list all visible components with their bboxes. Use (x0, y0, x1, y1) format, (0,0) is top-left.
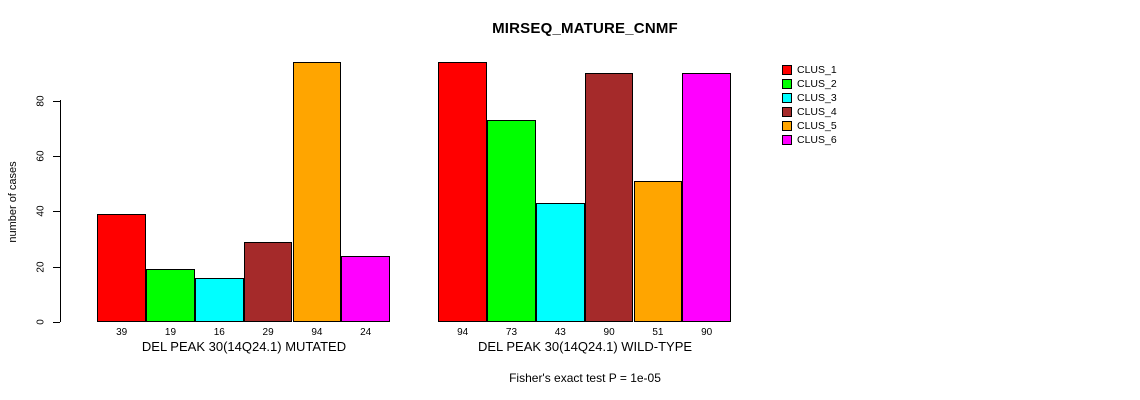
bar-clus_6 (341, 255, 391, 322)
bar-clus_5 (633, 180, 683, 322)
bar-value-label: 39 (116, 327, 128, 338)
bar-clus_1 (438, 61, 488, 322)
legend-swatch-icon (782, 107, 792, 117)
y-axis (60, 100, 61, 322)
legend-swatch-icon (782, 93, 792, 103)
legend-item-label: CLUS_5 (797, 120, 837, 132)
bar-value-label: 73 (505, 327, 518, 338)
bar-clus_3 (194, 277, 244, 322)
legend-item-label: CLUS_2 (797, 78, 837, 90)
legend-swatch-icon (782, 135, 792, 145)
y-tick-mark (53, 156, 60, 158)
bar-clus_2 (487, 120, 536, 322)
fisher-test-annotation: Fisher's exact test P = 1e-05 (509, 371, 661, 385)
bar-value-label: 29 (262, 327, 274, 338)
bar-clus_2 (146, 269, 195, 322)
bar-value-label: 43 (554, 327, 566, 338)
legend-item-label: CLUS_4 (797, 106, 837, 118)
legend-item-label: CLUS_6 (797, 134, 837, 146)
bar-clus_6 (682, 73, 732, 322)
legend-item-label: CLUS_1 (797, 64, 837, 76)
y-tick-mark (53, 322, 60, 323)
y-tick-label: 0 (35, 319, 47, 325)
bar-value-label: 51 (652, 327, 664, 338)
y-tick-label: 40 (35, 205, 47, 217)
legend-swatch-icon (782, 65, 792, 75)
legend-item: CLUS_2 (782, 77, 837, 91)
bar-value-label: 19 (164, 327, 177, 338)
bar-clus_4 (584, 73, 634, 322)
bar-value-label: 90 (603, 327, 615, 338)
legend-swatch-icon (782, 121, 792, 131)
legend-item: CLUS_6 (782, 133, 837, 147)
legend-item: CLUS_1 (782, 63, 837, 77)
legend-swatch-icon (782, 79, 792, 89)
bar-value-label: 24 (360, 327, 372, 338)
bar-clus_4 (243, 241, 293, 322)
legend-item: CLUS_3 (782, 91, 837, 105)
y-tick-label: 80 (35, 95, 47, 107)
bar-clus_5 (292, 61, 342, 322)
bar-value-label: 94 (311, 327, 323, 338)
legend-item: CLUS_4 (782, 105, 837, 119)
bar-value-label: 94 (457, 327, 469, 338)
bar-value-label: 90 (701, 327, 713, 338)
bar-clus_1 (97, 214, 147, 322)
y-axis-label: number of cases (7, 161, 19, 243)
bar-clus_3 (535, 203, 585, 322)
legend-item-label: CLUS_3 (797, 92, 837, 104)
chart-title: MIRSEQ_MATURE_CNMF (492, 20, 678, 37)
legend: CLUS_1 CLUS_2 CLUS_3 CLUS_4 CLUS_5 CLUS_6 (782, 63, 837, 147)
bar-value-label: 16 (213, 327, 225, 338)
y-tick-label: 60 (35, 150, 47, 162)
x-axis-label-mutated: DEL PEAK 30(14Q24.1) MUTATED (141, 339, 347, 354)
y-tick-label: 20 (35, 261, 47, 273)
y-tick-mark (53, 100, 60, 102)
y-tick-mark (53, 266, 60, 268)
legend-item: CLUS_5 (782, 119, 837, 133)
x-axis-label-wildtype: DEL PEAK 30(14Q24.1) WILD-TYPE (477, 339, 693, 354)
y-tick-mark (53, 211, 60, 213)
